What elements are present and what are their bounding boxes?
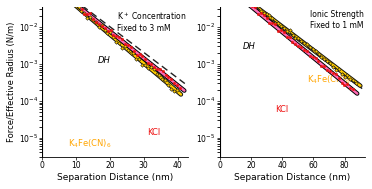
Text: KCl: KCl <box>147 128 160 137</box>
Text: K$^+$ Concentration
Fixed to 3 mM: K$^+$ Concentration Fixed to 3 mM <box>116 10 186 33</box>
Text: K$_4$Fe(CN)$_6$: K$_4$Fe(CN)$_6$ <box>307 73 350 86</box>
Text: Ionic Strength
Fixed to 1 mM: Ionic Strength Fixed to 1 mM <box>310 10 363 30</box>
Text: K$_4$Fe(CN)$_6$: K$_4$Fe(CN)$_6$ <box>68 138 112 150</box>
X-axis label: Separation Distance (nm): Separation Distance (nm) <box>234 173 350 182</box>
Y-axis label: Force/Effective Radius (N/m): Force/Effective Radius (N/m) <box>7 22 16 142</box>
Text: DH: DH <box>243 42 256 51</box>
X-axis label: Separation Distance (nm): Separation Distance (nm) <box>57 173 173 182</box>
Text: KCl: KCl <box>275 105 288 114</box>
Text: DH: DH <box>97 56 110 64</box>
